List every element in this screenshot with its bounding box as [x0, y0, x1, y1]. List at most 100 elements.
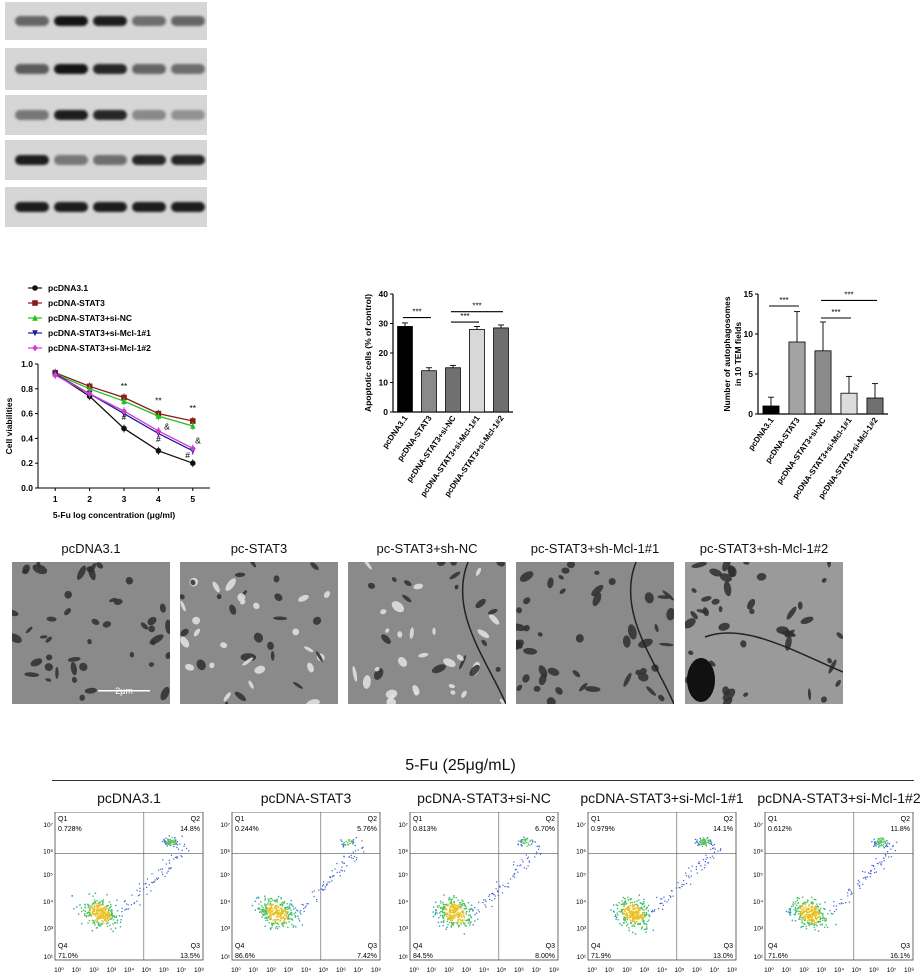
- event-dot: [101, 914, 103, 917]
- event-dot: [810, 906, 813, 908]
- event-dot: [316, 900, 318, 903]
- event-dot: [478, 911, 480, 913]
- event-dot: [823, 926, 826, 929]
- event-dot: [813, 922, 815, 925]
- event-dot: [821, 917, 824, 920]
- event-dot: [341, 870, 343, 872]
- organelle: [212, 581, 220, 593]
- event-dot: [95, 903, 97, 905]
- event-dot: [275, 909, 277, 911]
- event-dot: [352, 842, 355, 844]
- organelle: [30, 658, 43, 667]
- event-dot: [170, 868, 172, 870]
- organelle: [537, 632, 543, 637]
- event-dot: [100, 917, 102, 920]
- event-dot: [452, 914, 454, 917]
- event-dot: [450, 898, 452, 900]
- event-dot: [342, 862, 344, 864]
- event-dot: [357, 849, 359, 851]
- event-dot: [438, 916, 440, 919]
- event-dot: [639, 923, 642, 925]
- event-dot: [808, 922, 811, 924]
- organelle: [640, 667, 647, 675]
- event-dot: [445, 913, 447, 916]
- event-dot: [451, 919, 454, 922]
- event-dot: [884, 854, 887, 856]
- event-dot: [90, 915, 93, 918]
- event-dot: [461, 911, 463, 913]
- event-dot: [824, 920, 826, 922]
- event-dot: [108, 915, 110, 918]
- organelle: [475, 567, 482, 576]
- event-dot: [803, 901, 805, 904]
- event-dot: [164, 841, 167, 843]
- event-dot: [271, 926, 273, 929]
- organelle: [740, 640, 747, 648]
- y-tick-label: 0.4: [21, 433, 33, 443]
- flow-group-line: [52, 780, 914, 781]
- event-dot: [615, 916, 618, 919]
- event-dot: [356, 856, 358, 859]
- event-dot: [877, 843, 879, 845]
- event-dot: [873, 871, 876, 874]
- event-dot: [102, 907, 104, 910]
- event-dot: [108, 908, 110, 911]
- x-tick-label: 1: [53, 494, 58, 504]
- blot-band: [54, 110, 88, 120]
- event-dot: [353, 855, 356, 858]
- event-dot: [810, 922, 813, 924]
- event-dot: [172, 839, 174, 842]
- organelle: [475, 598, 486, 609]
- organelle: [591, 584, 604, 597]
- organelle: [566, 562, 576, 569]
- event-dot: [488, 893, 491, 896]
- event-dot: [80, 907, 83, 909]
- x-tick-label: 10²: [622, 967, 632, 974]
- event-dot: [283, 907, 286, 909]
- event-dot: [452, 906, 454, 909]
- event-dot: [323, 881, 325, 883]
- event-dot: [297, 910, 299, 912]
- x-axis-label: 5-Fu log concentration (μg/ml): [53, 510, 175, 520]
- event-dot: [270, 905, 273, 907]
- event-dot: [111, 914, 113, 916]
- event-dot: [894, 849, 897, 852]
- event-dot: [652, 911, 654, 913]
- y-tick-label: 20: [379, 348, 389, 358]
- event-dot: [455, 909, 458, 911]
- event-dot: [527, 843, 530, 846]
- quadrant-value: 71.0%: [58, 953, 78, 960]
- event-dot: [624, 910, 626, 913]
- event-dot: [795, 909, 797, 912]
- event-dot: [258, 907, 261, 909]
- event-dot: [112, 923, 114, 925]
- event-dot: [705, 854, 707, 856]
- event-dot: [440, 910, 442, 913]
- y-tick-label: 10⁶: [576, 848, 586, 855]
- event-dot: [624, 897, 626, 900]
- event-dot: [830, 912, 832, 915]
- flow-panel-title: pcDNA-STAT3+si-Mcl-1#1: [580, 790, 744, 806]
- event-dot: [804, 916, 807, 918]
- event-dot: [341, 861, 343, 863]
- event-dot: [89, 914, 91, 917]
- data-point: [121, 407, 127, 415]
- y-tick-label: 10⁷: [43, 822, 53, 829]
- event-dot: [291, 923, 293, 926]
- event-dot: [157, 869, 160, 871]
- category-label: pcDNA-STAT3+si-NC: [775, 416, 828, 486]
- event-dot: [108, 912, 111, 914]
- event-dot: [707, 862, 710, 864]
- event-dot: [875, 841, 877, 843]
- event-dot: [520, 844, 523, 847]
- organelle: [306, 699, 320, 704]
- event-dot: [635, 903, 637, 906]
- tem-title: pc-STAT3+sh-Mcl-1#2: [699, 541, 829, 556]
- event-dot: [342, 842, 345, 844]
- event-dot: [630, 911, 632, 913]
- quadrant-name: Q1: [768, 816, 777, 823]
- event-dot: [269, 912, 271, 915]
- event-dot: [352, 840, 354, 843]
- event-dot: [794, 906, 797, 909]
- event-dot: [85, 915, 87, 917]
